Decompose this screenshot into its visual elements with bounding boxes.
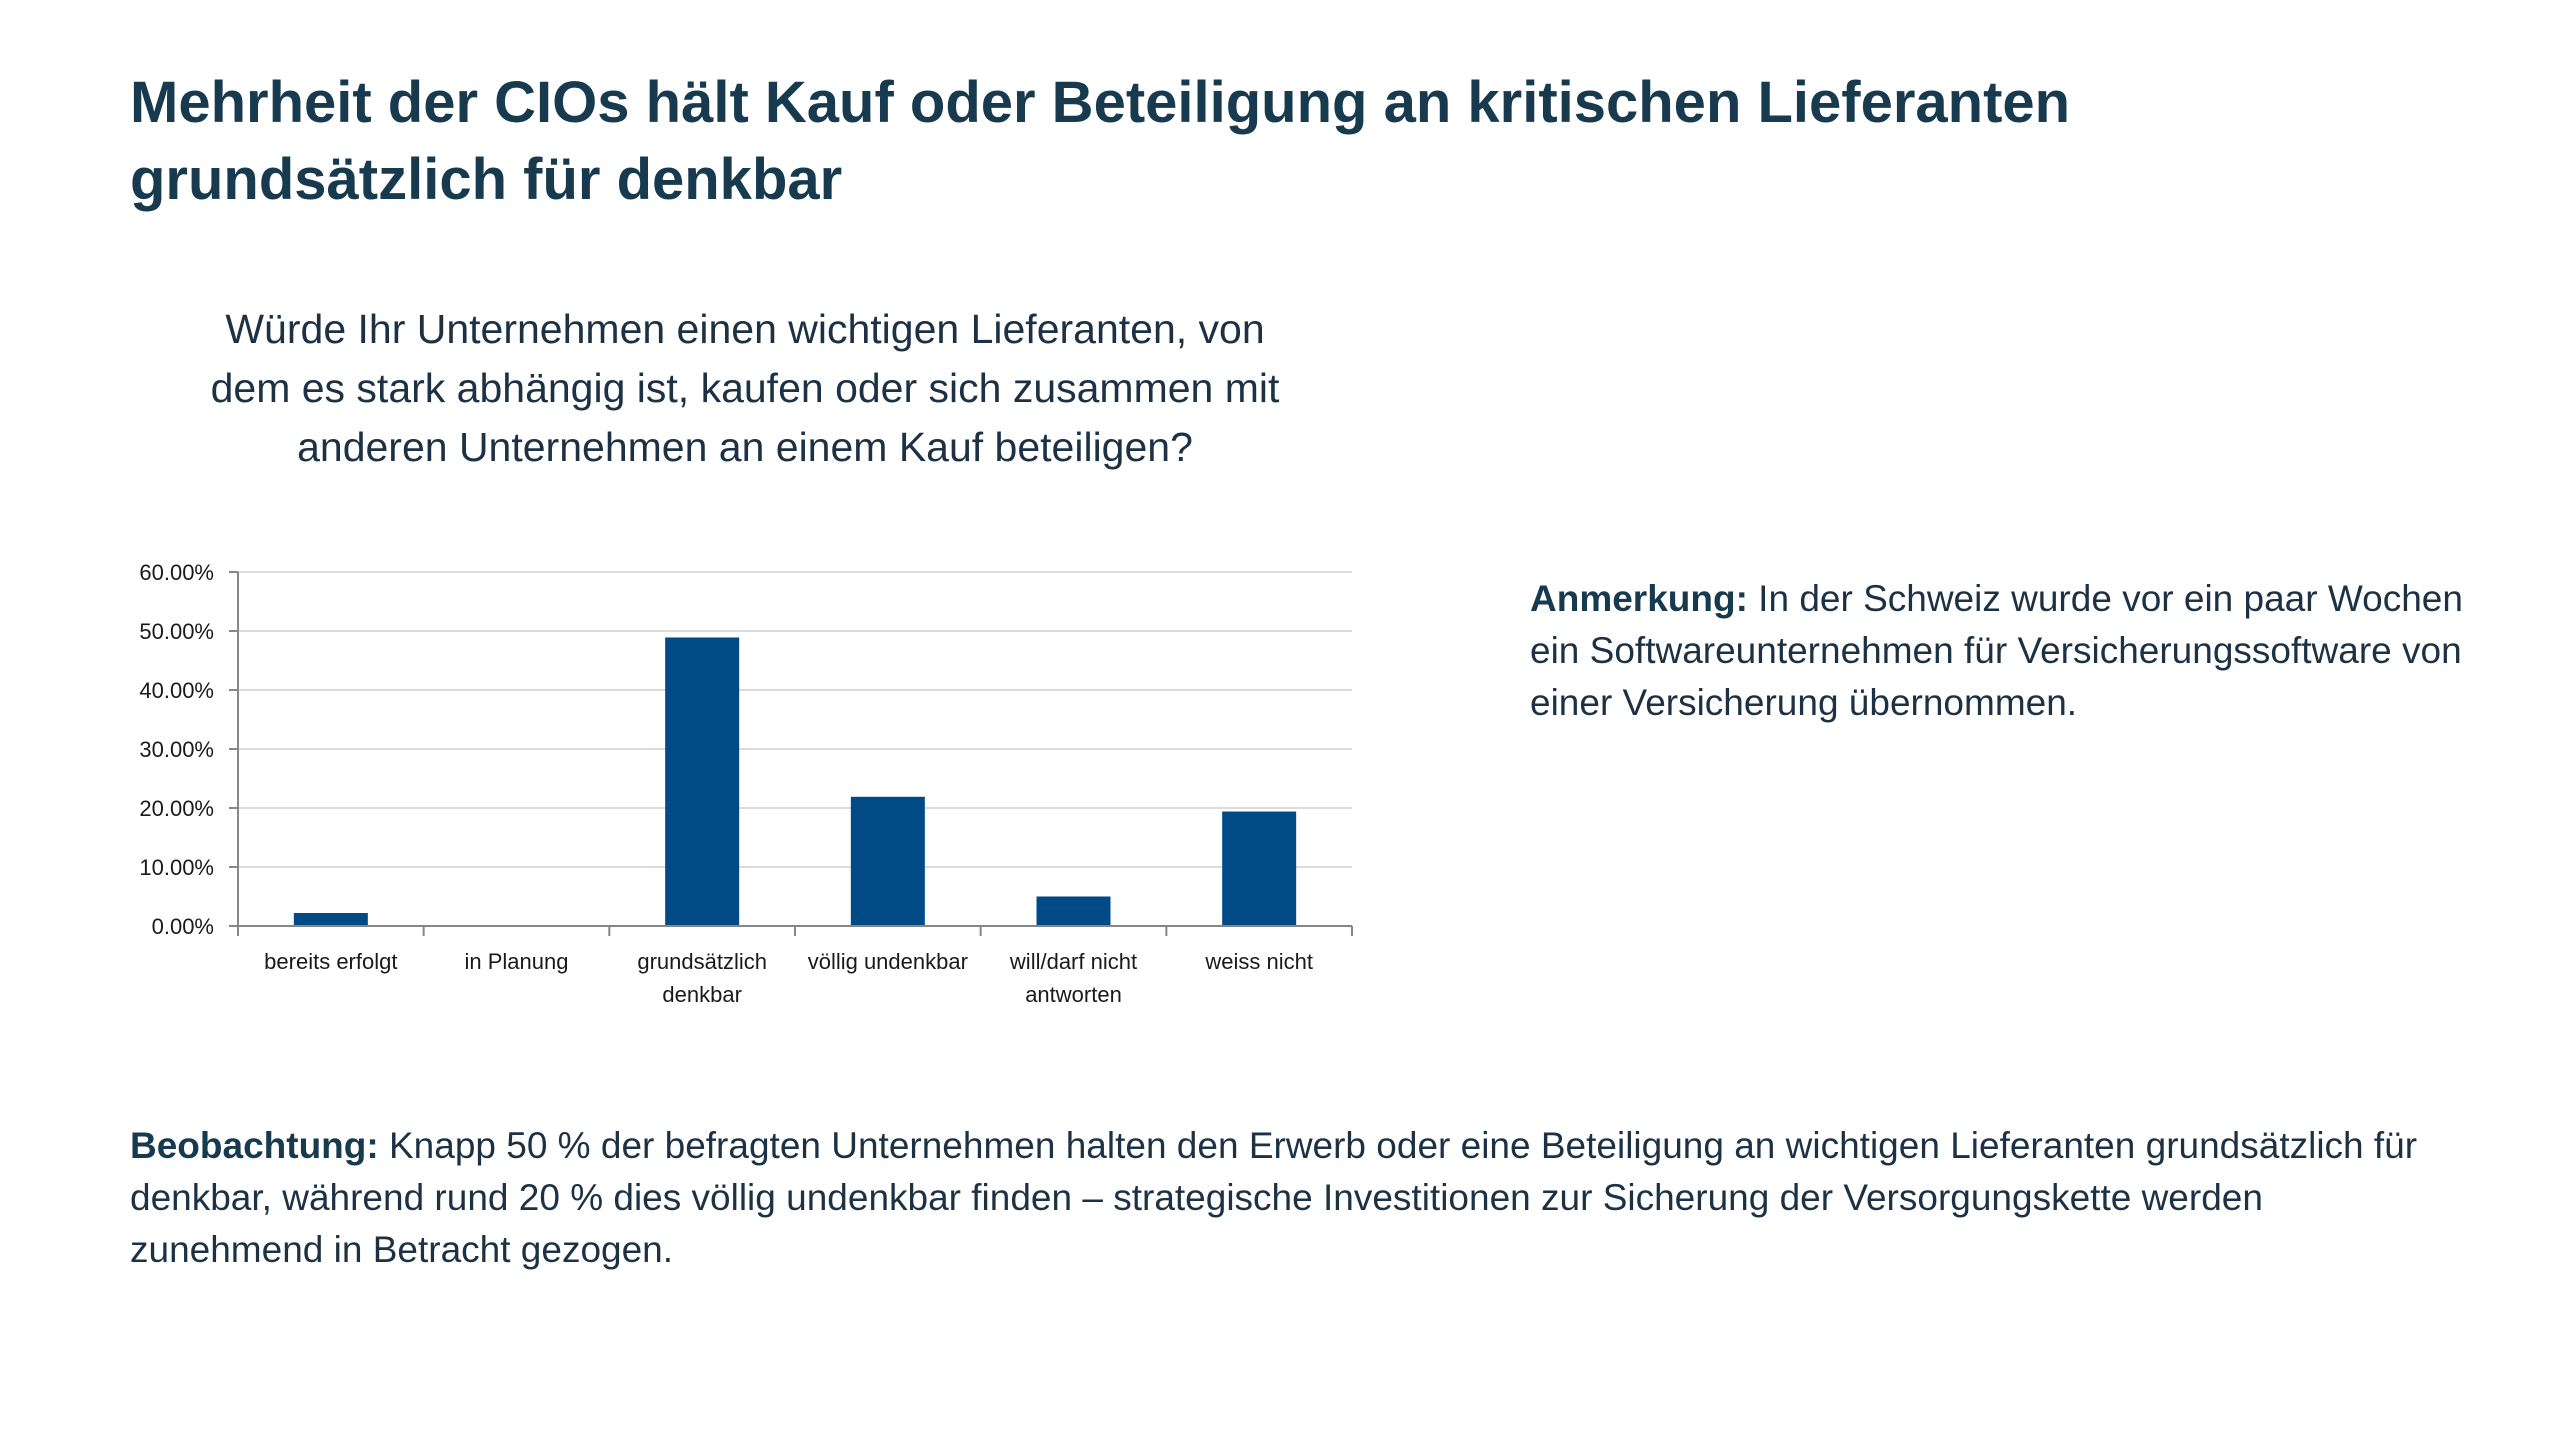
tick-labels: 0.00% 10.00% 20.00% 30.00% 40.00% 50.00% 60.00… <box>139 560 1313 1007</box>
y-tick-label: 0.00% <box>152 914 214 939</box>
note-lead: Anmerkung: <box>1530 578 1748 619</box>
note-text: In der Schweiz wurde vor ein paar Wochen… <box>1530 578 2463 723</box>
bar <box>293 913 368 926</box>
x-tick-label: grundsätzlich denkbar <box>637 949 767 1007</box>
observation-text: Knapp 50 % der befragten Unternehmen hal… <box>130 1125 2418 1270</box>
x-tick-label: will/darf nicht antworten <box>1009 949 1137 1007</box>
observation-box: Beobachtung: Knapp 50 % der befragten Un… <box>130 1120 2450 1276</box>
y-tick-label: 30.00% <box>139 737 214 762</box>
bar <box>665 637 740 926</box>
y-tick-label: 50.00% <box>139 619 214 644</box>
x-tick-label: bereits erfolgt <box>264 949 397 974</box>
x-tick-label: in Planung <box>465 949 569 974</box>
x-tick-label: weiss nicht <box>1204 949 1313 974</box>
y-tick-label: 40.00% <box>139 678 214 703</box>
bar <box>1036 896 1111 926</box>
bars <box>293 637 1297 926</box>
y-tick-label: 60.00% <box>139 560 214 585</box>
y-tick-label: 20.00% <box>139 796 214 821</box>
chart-title: Würde Ihr Unternehmen einen wichtigen Li… <box>210 306 1280 470</box>
observation-lead: Beobachtung: <box>130 1125 379 1166</box>
y-tick-label: 10.00% <box>139 855 214 880</box>
gridlines <box>238 571 1352 868</box>
x-tick-label: völlig undenkbar <box>808 949 968 974</box>
axes <box>229 571 1353 936</box>
bar-chart: 0.00% 10.00% 20.00% 30.00% 40.00% 50.00% 60.00… <box>139 560 1353 1007</box>
bar <box>1222 811 1297 926</box>
slide-title: Mehrheit der CIOs hält Kauf oder Beteili… <box>130 70 2071 212</box>
bar <box>850 796 925 926</box>
note-box: Anmerkung: In der Schweiz wurde vor ein … <box>1530 573 2490 729</box>
